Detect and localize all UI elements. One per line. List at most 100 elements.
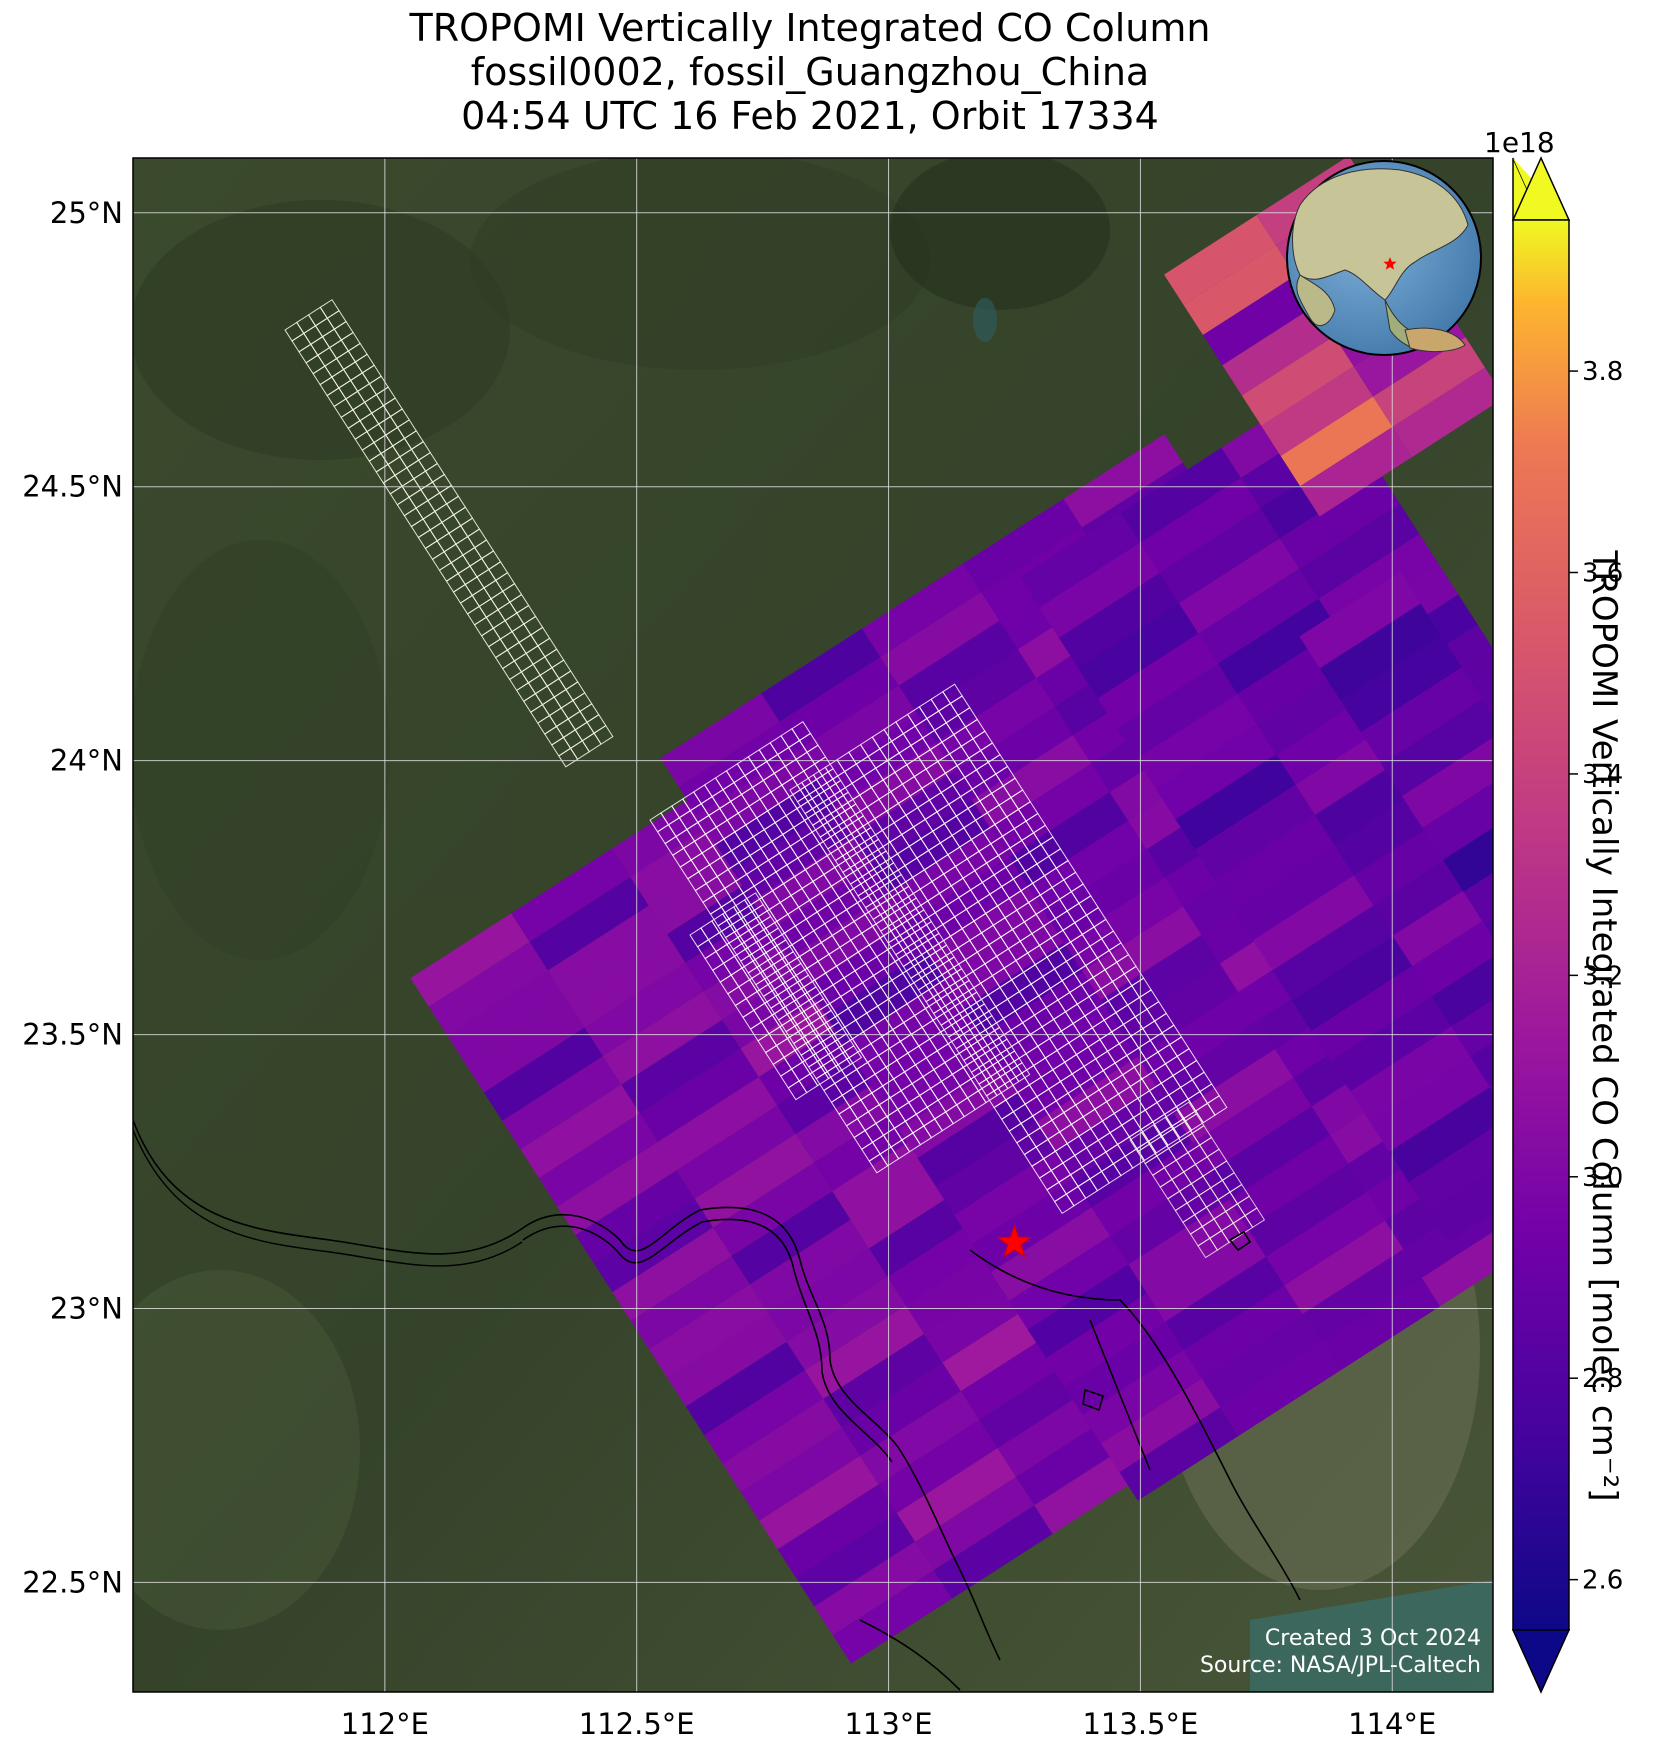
co-pixel (612, 1227, 732, 1321)
colorbar-extend-bottom-tri (1511, 1629, 1571, 1694)
globe-land-asia (1292, 168, 1469, 301)
river-west (133, 1129, 523, 1267)
co-pixel (896, 1448, 1016, 1542)
co-pixel (935, 677, 1055, 772)
colorbar-body (1512, 219, 1570, 1631)
co-pixel (1222, 305, 1335, 396)
co-pixel (566, 934, 686, 1028)
lat-tick-label: 23°N (50, 1292, 123, 1326)
co-pixel (1128, 1199, 1248, 1294)
terrain-ridge (133, 1270, 360, 1630)
co-pixel (1241, 336, 1354, 426)
co-pixel (1280, 396, 1393, 487)
co-pixel (557, 1141, 677, 1236)
co-pixel (1027, 820, 1147, 915)
title-line-3: 04:54 UTC 16 Feb 2021, Orbit 17334 (461, 94, 1159, 138)
co-pixel (1119, 963, 1239, 1057)
co-pixel (1284, 1220, 1404, 1314)
estuary (859, 1619, 961, 1691)
co-pixel (1082, 1350, 1202, 1444)
river-west (133, 1119, 521, 1255)
co-pixel (1120, 447, 1241, 543)
credit-source: Source: NASA/JPL-Caltech (1199, 1653, 1481, 1678)
co-pixel (1078, 603, 1199, 699)
co-pixel (1279, 473, 1401, 569)
estuary (1089, 1319, 1151, 1471)
co-pixel (1045, 849, 1165, 943)
colorbar-tick-label: 3.4 (1582, 760, 1623, 790)
co-pixel (660, 693, 780, 787)
lat-tick-label: 24°N (50, 744, 123, 778)
co-pixel (1428, 1170, 1493, 1243)
co-pixel (860, 1391, 980, 1485)
latitude-ticks: 22.5°N 23°N 23.5°N 24°N 24.5°N 25°N (22, 196, 123, 1600)
co-pixel (502, 1056, 622, 1150)
co-pixel (1229, 1134, 1349, 1229)
co-column-pixels (410, 158, 1674, 1664)
co-pixel (972, 1178, 1092, 1273)
co-pixel (1174, 1049, 1294, 1143)
island (1082, 1388, 1104, 1412)
footprint-cell (1206, 1095, 1228, 1116)
co-pixel (447, 970, 567, 1064)
co-pixel (954, 1150, 1074, 1244)
co-pixel (1630, 1018, 1674, 1113)
co-pixel (529, 877, 649, 971)
co-pixel (1063, 434, 1183, 528)
co-pixel (1064, 1321, 1184, 1415)
co-pixel (1648, 1114, 1674, 1211)
co-pixel (685, 1341, 805, 1436)
co-pixel (1373, 337, 1485, 427)
co-pixel (915, 1476, 1035, 1571)
lon-tick-label: 114°E (1348, 1707, 1436, 1741)
observation-footprints (284, 299, 1266, 1259)
co-pixel (1019, 512, 1141, 608)
co-pixel (1389, 1087, 1493, 1183)
terrain-ridge (133, 200, 510, 460)
co-pixel (990, 763, 1110, 857)
co-pixel (1202, 275, 1315, 366)
co-pixel (1470, 1042, 1493, 1088)
co-pixel (1422, 782, 1493, 860)
co-pixel (761, 628, 881, 722)
co-pixel (1311, 966, 1432, 1062)
colorbar-tick-label: 3.6 (1582, 559, 1623, 589)
co-pixel (990, 1207, 1111, 1301)
co-pixel (898, 620, 1018, 715)
co-pixel (1179, 538, 1300, 634)
co-pixel (786, 1276, 906, 1371)
co-pixel (511, 848, 631, 942)
co-pixel (1272, 905, 1393, 1001)
lat-tick-label: 25°N (50, 196, 123, 230)
co-pixel (639, 1048, 759, 1142)
co-pixel (972, 735, 1092, 829)
co-pixel (1146, 1228, 1266, 1322)
co-pixel (722, 1398, 842, 1493)
co-pixel (1097, 633, 1218, 729)
co-pixel (676, 1105, 796, 1199)
co-pixel (1350, 1026, 1471, 1122)
co-pixel (538, 1113, 659, 1207)
title-line-2: fossil0002, fossil_Guangzhou_China (470, 50, 1150, 94)
globe-land-india (1296, 274, 1336, 327)
colorbar-tick-label: 3.8 (1582, 357, 1623, 387)
co-pixel (1082, 906, 1202, 1000)
globe-marker-star-icon (1383, 257, 1397, 270)
target-star-icon (996, 1224, 1032, 1258)
co-pixel (1155, 724, 1277, 820)
globe-land-australia (1404, 327, 1466, 353)
co-pixel (1217, 598, 1339, 694)
co-pixel (1369, 1056, 1491, 1152)
footprint-cell (1244, 1207, 1266, 1229)
longitude-ticks: 112°E 112.5°E 113°E 113.5°E 114°E (341, 1707, 1437, 1741)
co-pixel (1100, 935, 1220, 1029)
co-pixel (1319, 603, 1442, 701)
credit-text: Created 3 Oct 2024 Source: NASA/JPL-Calt… (1200, 1625, 1481, 1679)
co-pixel (658, 1077, 778, 1171)
co-pixel (1119, 1407, 1239, 1501)
lat-tick-label: 24.5°N (22, 470, 123, 504)
co-pixel (1027, 1264, 1147, 1358)
co-pixel (1058, 572, 1179, 668)
co-pixel (630, 1256, 750, 1350)
